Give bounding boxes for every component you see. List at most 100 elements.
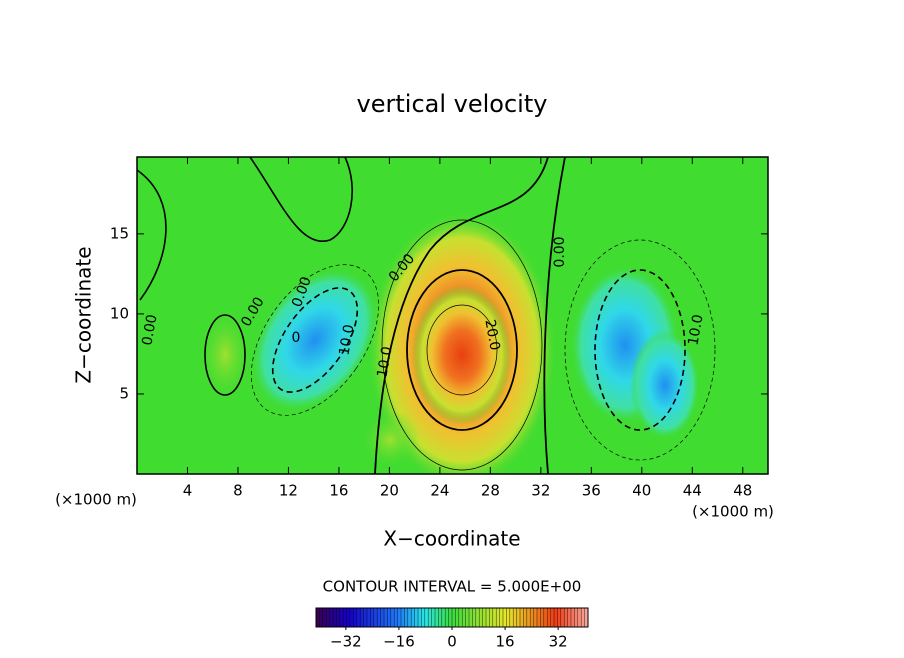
colorbar-stripe <box>567 608 572 627</box>
contour-label: 0.00 <box>139 313 160 346</box>
colorbar-stripe <box>441 608 446 627</box>
colorbar-stripe <box>472 608 477 627</box>
field-blob <box>630 330 700 440</box>
colorbar-stripe <box>435 608 439 627</box>
x-tick-label: 48 <box>733 482 752 500</box>
colorbar-stripe <box>547 608 551 627</box>
colorbar-stripe <box>574 608 579 627</box>
contour-interval: CONTOUR INTERVAL = 5.000E+00 <box>323 578 582 596</box>
colorbar-stripe <box>350 608 354 627</box>
field-blob <box>412 285 512 425</box>
contour-label: 0.00 <box>552 236 568 267</box>
colorbar-stripe <box>421 608 426 627</box>
colorbar-stripe <box>370 608 375 627</box>
colorbar-stripe <box>554 608 558 627</box>
field <box>137 157 768 474</box>
colorbar-stripe <box>319 608 324 627</box>
x-tick-label: 20 <box>380 482 399 500</box>
colorbar-stripe <box>489 608 494 627</box>
colorbar-stripe <box>387 608 392 627</box>
colorbar-stripe <box>526 608 531 627</box>
contour-label: 10.0 <box>374 345 395 378</box>
colorbar-stripe <box>499 608 504 627</box>
x-tick-label: 44 <box>683 482 702 500</box>
x-tick-label: 36 <box>582 482 601 500</box>
colorbar-stripe <box>465 608 470 627</box>
colorbar-stripe <box>557 608 562 627</box>
colorbar-stripe <box>469 608 473 627</box>
colorbar-stripe <box>455 608 460 627</box>
colorbar-stripe <box>384 608 388 627</box>
x-axis-label: X−coordinate <box>383 527 520 551</box>
colorbar-stripe <box>431 608 436 627</box>
colorbar-stripe <box>316 608 320 627</box>
colorbar-stripe <box>448 608 453 627</box>
colorbar-stripe <box>509 608 514 627</box>
colorbar-stripe <box>479 608 483 627</box>
field-blob <box>360 410 420 470</box>
y-tick-label: 10 <box>110 304 129 322</box>
colorbar-stripe <box>336 608 341 627</box>
colorbar-stripe <box>411 608 415 627</box>
colorbar-tick-label: 32 <box>549 633 568 651</box>
colorbar-stripe <box>486 608 490 627</box>
colorbar-stripe <box>428 608 432 627</box>
colorbar-stripe <box>377 608 381 627</box>
y-tick-label: 5 <box>119 384 129 402</box>
x-unit-label: (×1000 m) <box>692 503 774 521</box>
contour-lines <box>137 157 716 474</box>
x-tick-label: 40 <box>632 482 651 500</box>
colorbar-stripe <box>516 608 521 627</box>
colorbar-stripe <box>418 608 422 627</box>
chart-title: vertical velocity <box>357 90 548 118</box>
colorbar-stripe <box>363 608 368 627</box>
y-unit-label: (×1000 m) <box>55 491 137 509</box>
plot-frame <box>136 156 769 475</box>
x-tick-label: 12 <box>279 482 298 500</box>
colorbar-stripe <box>353 608 358 627</box>
colorbar-stripe <box>503 608 507 627</box>
x-tick-label: 8 <box>233 482 243 500</box>
colorbar-stripe <box>414 608 419 627</box>
colorbar-stripe <box>445 608 449 627</box>
colorbar-tick-label: −32 <box>330 633 362 651</box>
colorbar-stripe <box>543 608 548 627</box>
colorbar-stripe <box>329 608 334 627</box>
colorbar-stripe <box>373 608 378 627</box>
colorbar-stripe <box>550 608 555 627</box>
colorbar-tick-label: 0 <box>447 633 457 651</box>
colorbar-stripe <box>533 608 538 627</box>
colorbar-stripe <box>577 608 582 627</box>
colorbar-stripe <box>397 608 402 627</box>
colorbar-stripe <box>394 608 398 627</box>
colorbar-stripe <box>356 608 361 627</box>
x-tick-label: 24 <box>430 482 449 500</box>
x-tick-label: 16 <box>329 482 348 500</box>
colorbar-stripe <box>520 608 524 627</box>
colorbar-stripe <box>339 608 344 627</box>
contour-label: 20.0 <box>481 318 502 351</box>
x-tick-label: 4 <box>183 482 193 500</box>
colorbar-stripe <box>360 608 364 627</box>
colorbar-stripe <box>401 608 405 627</box>
colorbar-stripe <box>333 608 337 627</box>
colorbar-stripe <box>564 608 568 627</box>
x-tick-label: 28 <box>481 482 500 500</box>
colorbar-stripe <box>462 608 466 627</box>
colorbar-stripe <box>458 608 463 627</box>
colorbar-stripe <box>322 608 327 627</box>
y-axis-label: Z−coordinate <box>72 246 96 383</box>
colorbar-stripe <box>482 608 487 627</box>
colorbar-stripe <box>506 608 511 627</box>
colorbar-stripe <box>581 608 585 627</box>
colorbar-tick-label: 16 <box>496 633 515 651</box>
contour-label: 10.0 <box>685 313 706 346</box>
colorbar-stripe <box>496 608 500 627</box>
contour-label: 0 <box>292 330 301 346</box>
colorbar-stripe <box>537 608 541 627</box>
colorbar-stripe <box>530 608 534 627</box>
colorbar-stripe <box>540 608 545 627</box>
colorbar-stripe <box>407 608 412 627</box>
colorbar-stripe <box>475 608 480 627</box>
colorbar-stripe <box>390 608 395 627</box>
